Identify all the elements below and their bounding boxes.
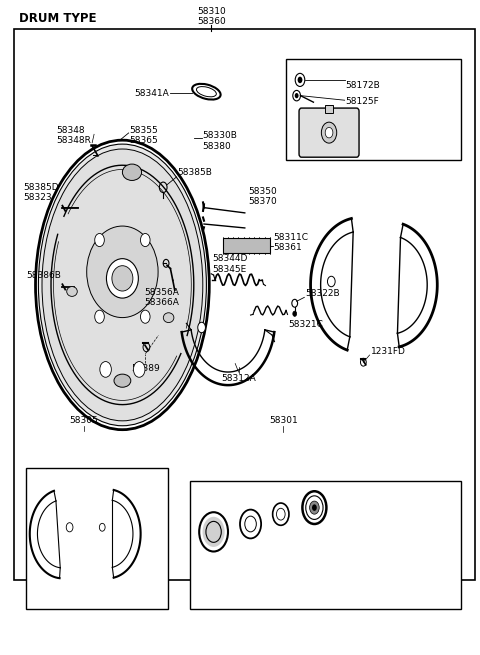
Ellipse shape [36,140,209,430]
Text: 58312A: 58312A [221,374,256,383]
Text: 58356A
58366A: 58356A 58366A [144,288,179,307]
Text: 58305: 58305 [70,416,98,425]
Text: 58330B
58380: 58330B 58380 [203,131,238,151]
Ellipse shape [122,164,142,180]
Text: 58311C
58361: 58311C 58361 [274,233,309,252]
Ellipse shape [107,259,138,298]
Circle shape [293,311,297,316]
Circle shape [298,77,302,83]
Text: 58125F: 58125F [346,97,379,106]
Text: 58172B: 58172B [346,81,380,90]
Circle shape [95,233,104,246]
Circle shape [322,122,337,143]
Text: 58310
58360: 58310 58360 [197,7,226,26]
Text: 58385D
58323: 58385D 58323 [23,183,59,202]
Circle shape [141,233,150,246]
Text: 58322B: 58322B [306,289,340,298]
Text: 1231FD: 1231FD [371,346,406,356]
Circle shape [310,501,319,514]
Circle shape [100,362,111,377]
Text: DRUM TYPE: DRUM TYPE [19,12,96,25]
Bar [190,481,461,609]
Circle shape [312,504,317,511]
Circle shape [95,310,104,324]
Circle shape [99,523,105,531]
Text: 58348
58348R: 58348 58348R [56,126,91,145]
Ellipse shape [87,226,158,318]
Ellipse shape [42,149,203,421]
Ellipse shape [67,287,77,297]
Bar [14,29,475,580]
Text: 58386B: 58386B [26,271,61,280]
Circle shape [203,517,225,547]
Circle shape [295,93,299,98]
Circle shape [133,362,145,377]
Ellipse shape [163,313,174,323]
FancyBboxPatch shape [299,108,359,157]
Text: 58389: 58389 [131,364,160,373]
Text: 58385B: 58385B [178,168,213,178]
Bar [286,59,461,160]
Text: 58350
58370: 58350 58370 [249,187,277,206]
Ellipse shape [114,374,131,387]
Ellipse shape [38,144,206,426]
Text: 58341A: 58341A [134,88,169,98]
Text: 58355
58365: 58355 58365 [130,126,158,145]
Bar [26,468,168,609]
Text: 58344D
58345E: 58344D 58345E [212,254,248,274]
Circle shape [66,523,73,532]
Bar [325,105,333,113]
Circle shape [141,310,150,324]
Text: 58301: 58301 [269,416,298,425]
Circle shape [327,276,335,287]
Text: 58321C: 58321C [288,320,323,329]
Bar [223,238,270,253]
Ellipse shape [112,266,133,291]
Circle shape [198,322,205,333]
Circle shape [325,128,333,138]
